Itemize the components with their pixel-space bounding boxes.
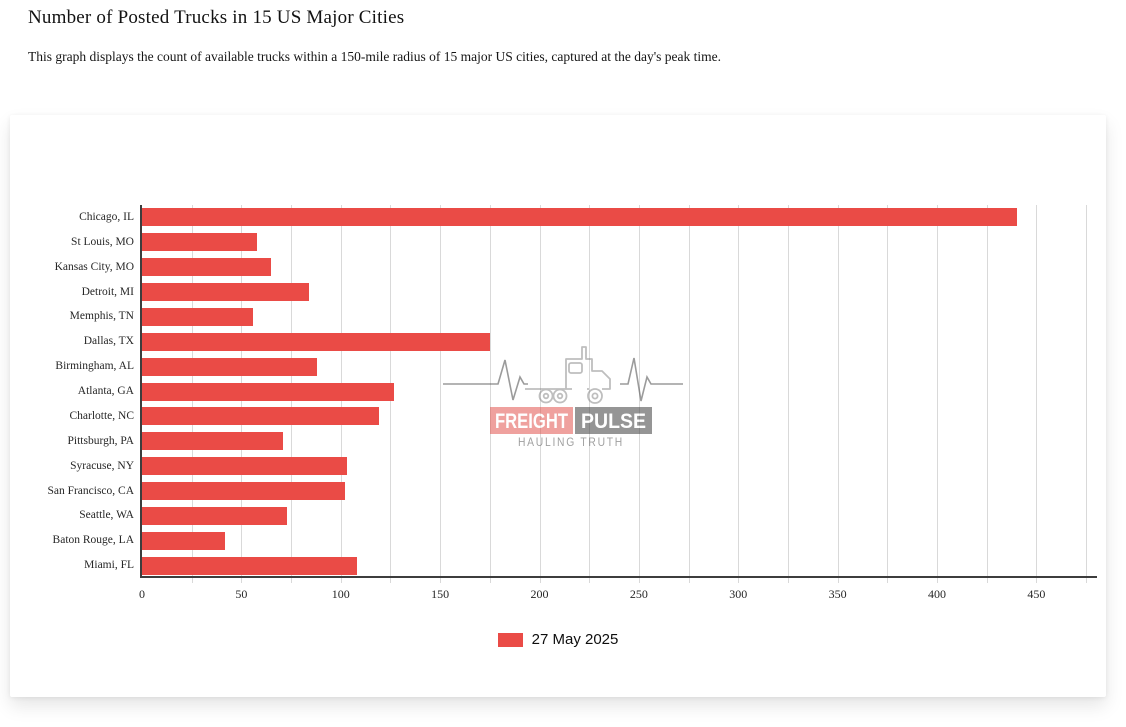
gridline — [1086, 205, 1088, 583]
gridline — [887, 205, 889, 583]
chart-legend: 27 May 2025 — [10, 631, 1106, 648]
y-axis-label-seattle-wa: Seattle, WA — [79, 509, 134, 522]
bar-syracuse-ny — [142, 457, 347, 476]
bar-birmingham-al — [142, 357, 317, 376]
bar-baton-rouge-la — [142, 531, 226, 550]
gridline — [837, 205, 839, 583]
y-axis-label-memphis-tn: Memphis, TN — [69, 310, 134, 323]
x-axis-tick-label: 200 — [530, 587, 549, 601]
gridline — [738, 205, 740, 583]
page-subtitle: This graph displays the count of availab… — [28, 49, 722, 64]
y-axis-label-chicago-il: Chicago, IL — [79, 211, 134, 223]
bar-miami-fl — [142, 556, 357, 575]
y-axis-label-kansas-city-mo: Kansas City, MO — [54, 260, 134, 273]
y-axis-label-detroit-mi: Detroit, MI — [81, 285, 134, 298]
y-axis-label-pittsburgh-pa: Pittsburgh, PA — [67, 434, 134, 447]
bar-st-louis-mo — [142, 233, 258, 252]
y-axis-label-dallas-tx: Dallas, TX — [83, 335, 134, 348]
y-axis-label-atlanta-ga: Atlanta, GA — [77, 385, 134, 398]
gridline — [489, 205, 491, 583]
x-axis-line — [140, 576, 1097, 578]
bar-seattle-wa — [142, 506, 288, 525]
chart-card: 0 50 100 150 200 250 300 350 400 450 Chicago, IL St… — [10, 115, 1106, 697]
bar-pittsburgh-pa — [142, 432, 284, 451]
y-axis-label-st-louis-mo: St Louis, MO — [71, 235, 134, 248]
page-title: Number of Posted Trucks in 15 US Major C… — [28, 7, 405, 28]
x-axis-tick-label: 350 — [828, 587, 847, 601]
y-axis-label-birmingham-al: Birmingham, AL — [55, 360, 134, 373]
bar-dallas-tx — [142, 332, 490, 351]
y-axis-label-baton-rouge-la: Baton Rouge, LA — [52, 534, 134, 547]
x-axis-tick-label: 300 — [729, 587, 748, 601]
legend-item[interactable]: 27 May 2025 — [497, 631, 619, 648]
y-axis-line — [140, 205, 142, 578]
gridline — [986, 205, 988, 583]
gridline — [638, 205, 640, 583]
gridline — [440, 205, 442, 583]
gridline — [787, 205, 789, 583]
x-axis-tick-label: 0 — [139, 587, 145, 601]
gridline — [688, 205, 690, 583]
bar-chart-plot-area: 0 50 100 150 200 250 300 350 400 450 Chicago, IL St… — [47, 205, 1097, 601]
bar-atlanta-ga — [142, 382, 395, 401]
gridline — [1036, 205, 1038, 583]
bar-charlotte-nc — [142, 407, 379, 426]
bar-detroit-mi — [142, 283, 309, 302]
bar-chicago-il — [142, 208, 1017, 227]
gridline — [539, 205, 541, 583]
legend-swatch — [497, 633, 523, 647]
x-axis-tick-label: 100 — [331, 587, 350, 601]
y-axis-label-san-francisco-ca: San Francisco, CA — [47, 484, 134, 497]
gridline — [589, 205, 591, 583]
y-axis-label-syracuse-ny: Syracuse, NY — [70, 459, 134, 472]
bar-kansas-city-mo — [142, 258, 272, 277]
x-axis-tick-label: 450 — [1027, 587, 1046, 601]
gridline — [937, 205, 938, 583]
x-axis-tick-label: 50 — [235, 587, 248, 601]
x-axis-tick-label: 150 — [431, 587, 450, 601]
y-axis-label-miami-fl: Miami, FL — [84, 559, 134, 572]
x-axis-tick-label: 400 — [928, 587, 946, 601]
bar-memphis-tn — [142, 307, 254, 326]
legend-label: 27 May 2025 — [531, 631, 619, 648]
x-axis-tick-label: 250 — [629, 587, 648, 601]
y-axis-label-charlotte-nc: Charlotte, NC — [69, 409, 134, 422]
bar-san-francisco-ca — [142, 481, 345, 500]
